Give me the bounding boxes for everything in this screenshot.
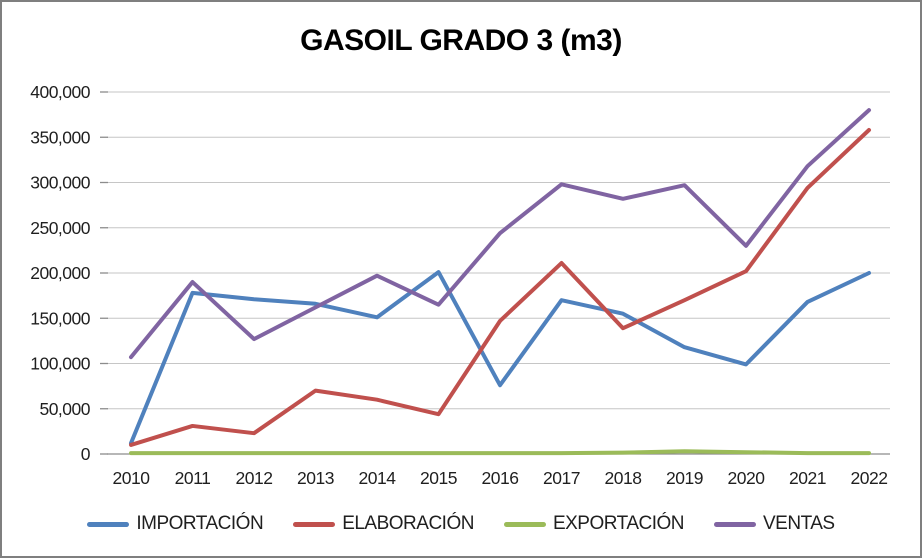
x-axis-label: 2017	[543, 468, 580, 488]
x-axis-label: 2020	[728, 468, 766, 488]
x-axis-label: 2011	[175, 468, 211, 488]
y-axis-label: 300,000	[30, 173, 91, 193]
y-axis-label: 350,000	[30, 127, 91, 147]
y-axis-label: 400,000	[30, 82, 91, 102]
x-axis-label: 2019	[666, 468, 703, 488]
y-axis-label: 250,000	[30, 218, 91, 238]
series-line-ventas	[129, 108, 871, 360]
x-axis-label: 2010	[113, 468, 151, 488]
series-line-importacion	[129, 270, 871, 446]
x-axis-label: 2013	[297, 468, 334, 488]
ventas-line-swatch	[714, 521, 756, 527]
y-axis-label: 200,000	[30, 263, 91, 283]
elaboracion-line-swatch	[293, 521, 336, 527]
legend-item-ventas: VENTAS	[714, 513, 835, 535]
y-axis-label: 100,000	[30, 354, 91, 374]
x-axis-label: 2022	[851, 468, 888, 488]
chart-title: GASOIL GRADO 3 (m3)	[300, 24, 622, 57]
x-axis-label: 2015	[420, 468, 457, 488]
y-axis-label: 0	[81, 444, 91, 464]
x-axis-label: 2014	[359, 468, 397, 488]
y-axis-label: 50,000	[39, 399, 90, 419]
legend-label-exportacion: EXPORTACIÓN	[552, 513, 685, 534]
x-axis-label: 2018	[605, 468, 642, 488]
x-axis-label: 2021	[789, 468, 826, 488]
legend-item-importacion: IMPORTACIÓN	[87, 513, 264, 535]
y-axis-label: 150,000	[30, 308, 91, 328]
legend-label-importacion: IMPORTACIÓN	[136, 513, 264, 534]
chart-legend: IMPORTACIÓN ELABORACIÓN EXPORTACIÓN VENT…	[2, 513, 920, 535]
legend-item-exportacion: EXPORTACIÓN	[503, 513, 685, 535]
series-line-elaboracion	[129, 128, 871, 447]
legend-label-ventas: VENTAS	[763, 513, 835, 534]
x-axis-label: 2012	[236, 468, 273, 488]
legend-label-elaboracion: ELABORACIÓN	[342, 513, 474, 534]
exportacion-line-swatch	[503, 521, 546, 527]
importacion-line-swatch	[87, 521, 130, 527]
series-line-exportacion	[129, 449, 871, 456]
x-axis-label: 2016	[482, 468, 519, 488]
legend-item-elaboracion: ELABORACIÓN	[293, 513, 474, 535]
